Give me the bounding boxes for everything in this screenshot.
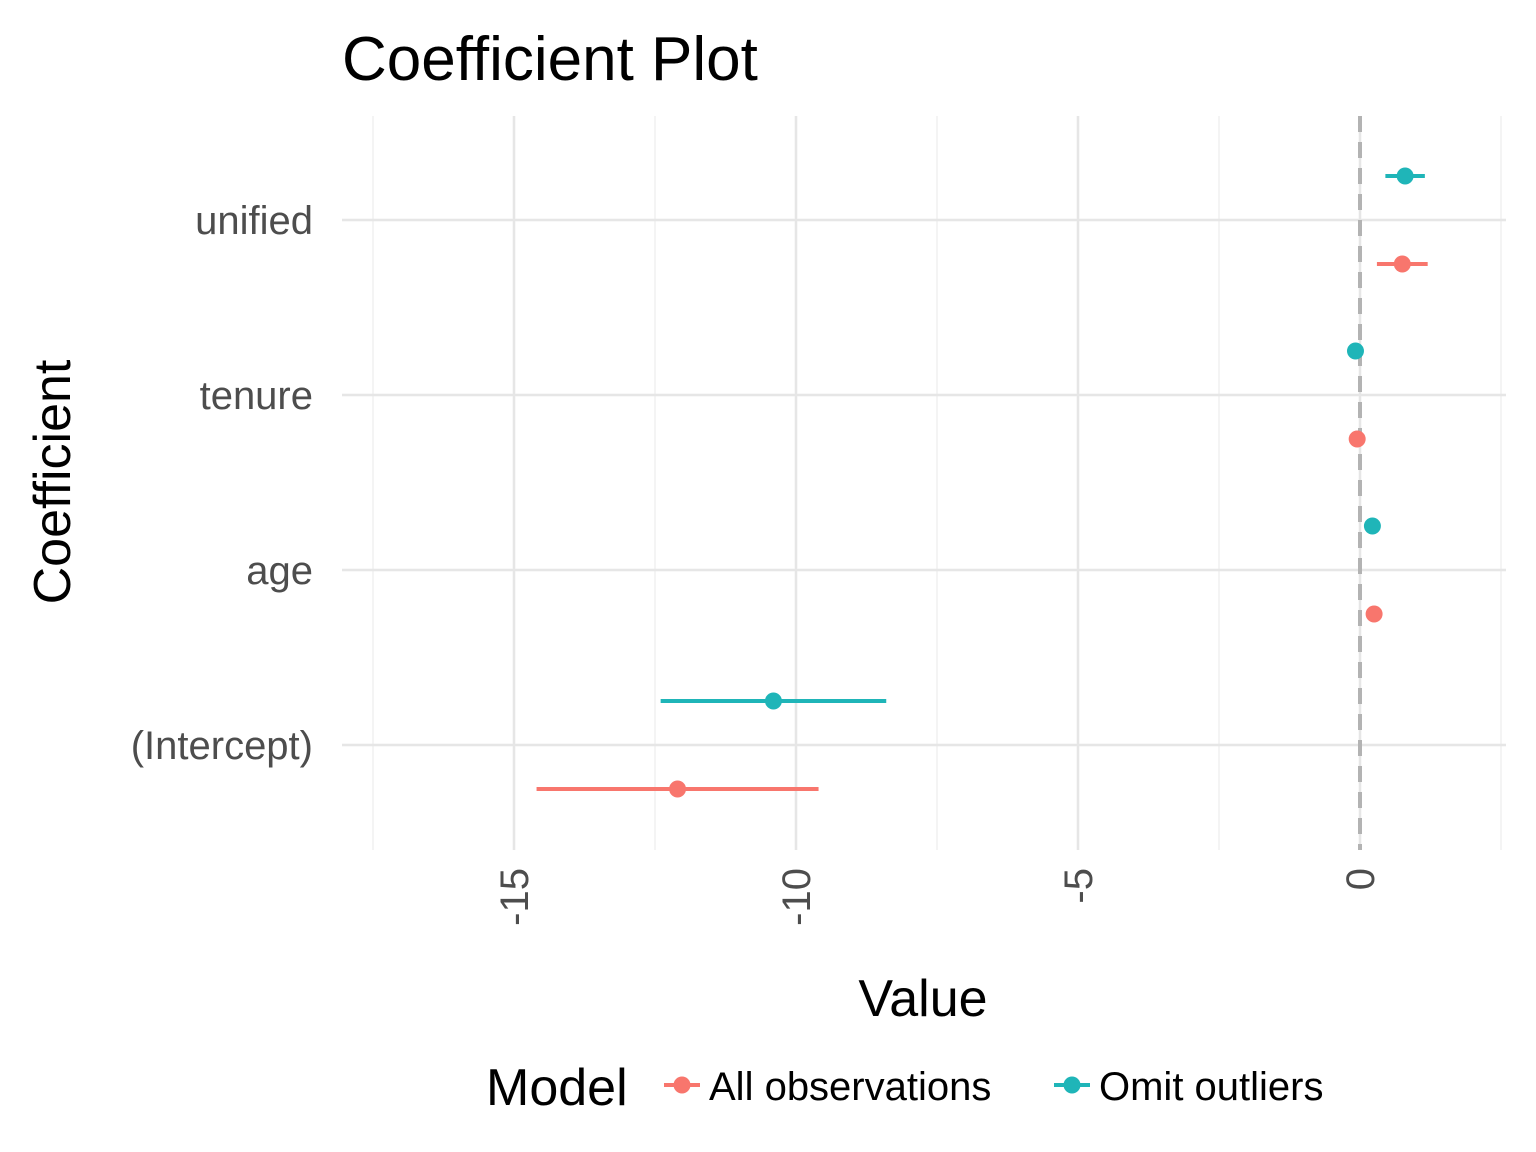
x-tick-label: 0 — [1339, 868, 1383, 890]
x-axis-tick-labels: -15 -10 -5 0 — [493, 868, 1383, 926]
chart-title: Coefficient Plot — [342, 25, 758, 94]
legend-title: Model — [486, 1059, 628, 1117]
y-tick-label: age — [246, 549, 313, 593]
x-tick-label: -15 — [493, 868, 537, 926]
x-axis-title: Value — [858, 970, 987, 1028]
legend-items: All observations Omit outliers — [664, 1065, 1324, 1109]
legend-key-point — [1063, 1076, 1081, 1094]
point-estimate — [1346, 342, 1364, 360]
x-tick-label: -10 — [775, 868, 819, 926]
point-estimate — [1393, 255, 1411, 273]
y-tick-label: tenure — [200, 374, 313, 418]
x-tick-label: -5 — [1057, 868, 1101, 904]
point-estimate — [1365, 605, 1383, 623]
grid-lines — [342, 116, 1506, 850]
y-tick-label: unified — [195, 199, 313, 243]
point-estimate — [764, 692, 782, 710]
point-estimate — [1396, 167, 1414, 185]
y-axis-title: Coefficient — [24, 359, 82, 604]
legend: Model All observations Omit outliers — [486, 1059, 1324, 1117]
point-estimate — [1363, 517, 1381, 535]
y-tick-label: (Intercept) — [131, 724, 313, 768]
legend-label: Omit outliers — [1099, 1065, 1324, 1109]
legend-label: All observations — [709, 1065, 991, 1109]
legend-key-point — [673, 1076, 691, 1094]
y-axis-tick-labels: (Intercept) age tenure unified — [131, 199, 313, 768]
point-estimate — [669, 780, 687, 798]
point-estimate — [1348, 430, 1366, 448]
data-marks — [536, 167, 1428, 798]
